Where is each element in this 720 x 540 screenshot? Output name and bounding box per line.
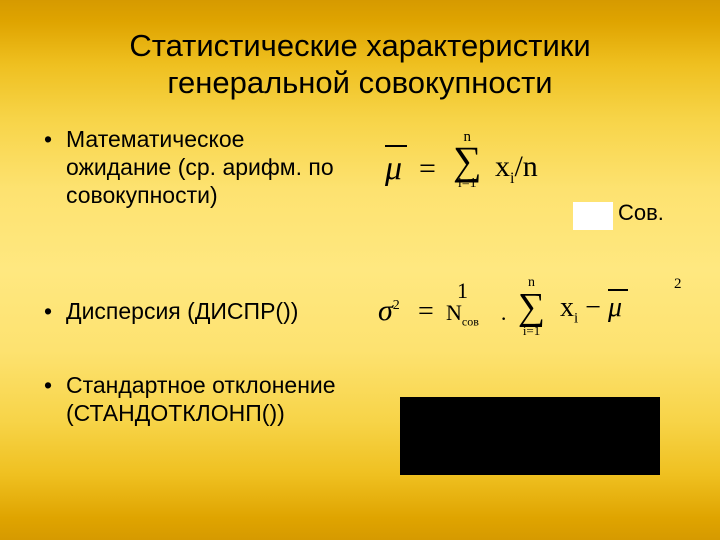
over-n: /n: [514, 150, 537, 183]
sum-symbol-icon: ∑: [453, 143, 482, 179]
equals-sign: =: [419, 152, 436, 186]
white-patch: [573, 202, 613, 230]
fraction: 1 Nсов: [446, 280, 479, 327]
x2-sub: i: [574, 311, 578, 327]
summation-2: n ∑ i=1: [518, 276, 545, 337]
exponent-2: 2: [674, 276, 682, 293]
sigma-squared: σ2: [378, 294, 400, 328]
symbol-mu-bar: μ: [385, 150, 402, 188]
x2-var: x: [560, 292, 574, 323]
slide-title: Статистические характеристики генерально…: [44, 28, 676, 101]
sum2-symbol-icon: ∑: [518, 290, 545, 324]
dot-operator: ·: [500, 306, 507, 332]
label-cov: Сов.: [618, 200, 664, 226]
x-var: x: [495, 150, 510, 183]
summation: n ∑ i=1: [453, 130, 482, 191]
term-x-minus-mu: xi − μ: [560, 292, 622, 328]
mu-bar-2: μ: [608, 292, 622, 324]
formula-mean: μ = n ∑ i=1 xi/n: [385, 130, 645, 210]
minus-sign: −: [585, 292, 601, 323]
sigma-symbol: σ: [378, 294, 393, 327]
overline-icon-2: [608, 289, 628, 291]
frac-num: 1: [446, 280, 479, 302]
stddev-formula-box: [400, 397, 660, 475]
sigma-sup: 2: [393, 298, 400, 313]
term-xi-over-n: xi/n: [495, 150, 538, 188]
title-line-2: генеральной совокупности: [167, 65, 552, 100]
bullet-expectation: Математическое ожидание (ср. арифм. по с…: [44, 125, 354, 209]
slide: Статистические характеристики генерально…: [0, 0, 720, 540]
N-symbol: N: [446, 300, 462, 325]
bullet-stddev: Стандартное отклонение (СТАНДОТКЛОНП()): [44, 371, 354, 427]
symbol-mu: μ: [385, 150, 402, 187]
overline-icon: [385, 145, 407, 147]
bullet-variance: Дисперсия (ДИСПР()): [44, 297, 354, 325]
N-sub: сов: [462, 314, 479, 328]
frac-den: Nсов: [446, 302, 479, 327]
formula-variance: σ2 = 1 Nсов · n ∑ i=1 xi − μ 2: [378, 278, 688, 350]
bullet-list: Математическое ожидание (ср. арифм. по с…: [44, 125, 354, 427]
title-line-1: Статистические характеристики: [129, 28, 590, 63]
mu2-symbol: μ: [608, 292, 622, 323]
equals-sign-2: =: [418, 296, 434, 328]
